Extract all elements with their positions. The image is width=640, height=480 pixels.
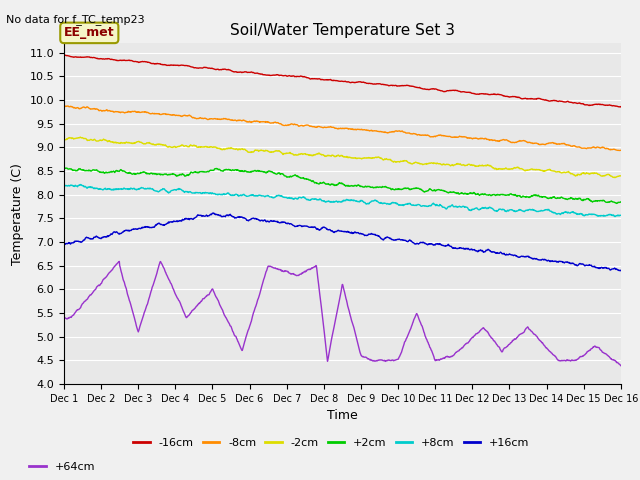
Legend: +64cm: +64cm: [25, 458, 100, 477]
X-axis label: Time: Time: [327, 409, 358, 422]
Text: No data for f_TC_temp23: No data for f_TC_temp23: [6, 14, 145, 25]
Y-axis label: Temperature (C): Temperature (C): [11, 163, 24, 264]
Text: EE_met: EE_met: [64, 26, 115, 39]
Title: Soil/Water Temperature Set 3: Soil/Water Temperature Set 3: [230, 23, 455, 38]
